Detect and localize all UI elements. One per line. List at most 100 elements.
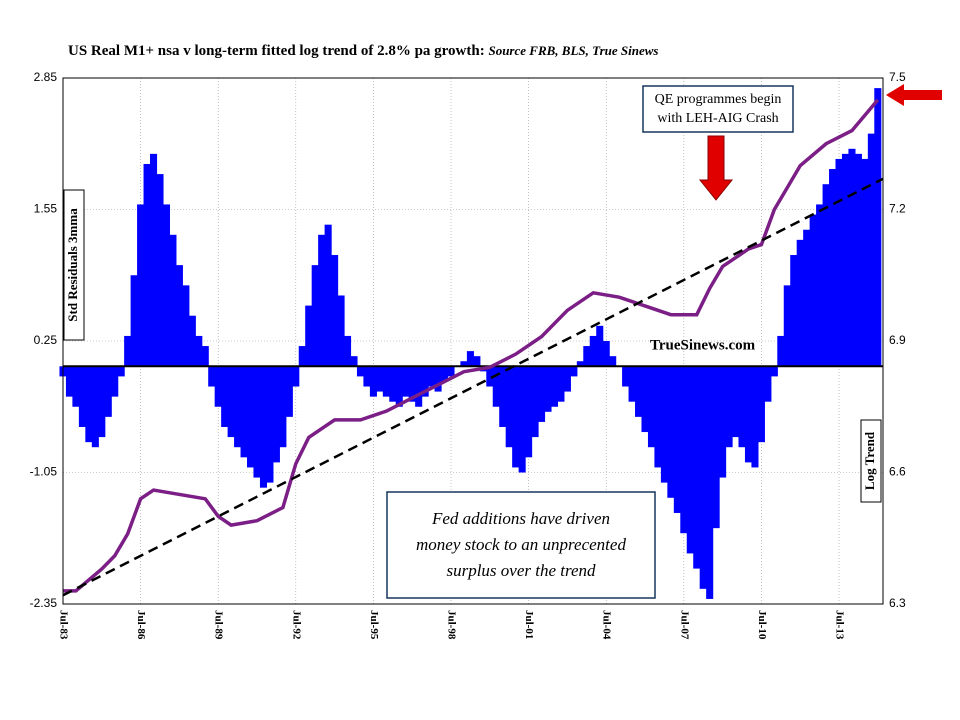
bar [428, 366, 436, 387]
bar [473, 356, 481, 367]
bar [790, 255, 798, 367]
x-tick-label: Jul-01 [523, 610, 535, 639]
bar [195, 335, 203, 367]
bar [686, 366, 694, 554]
bar [816, 204, 824, 367]
bar [104, 366, 112, 417]
bar [576, 361, 584, 367]
bar [725, 366, 733, 448]
bar [311, 265, 319, 367]
bar [499, 366, 507, 427]
bar [369, 366, 377, 397]
bar [550, 366, 559, 407]
bar [156, 174, 164, 367]
bar [292, 366, 300, 387]
bar [874, 88, 882, 367]
qe-note: QE programmes begin [655, 92, 782, 107]
bar [91, 366, 99, 448]
x-tick-label: Jul-92 [290, 610, 302, 640]
bar [867, 133, 875, 367]
bar [124, 335, 132, 367]
y-tick-label: -2.35 [30, 596, 58, 610]
bar [234, 366, 242, 448]
bar [531, 366, 539, 438]
bar [518, 366, 526, 473]
y-tick-label: 0.25 [34, 333, 58, 347]
x-tick-label: Jul-89 [213, 610, 225, 640]
bar [803, 229, 811, 367]
bar [298, 346, 306, 367]
bar [259, 366, 268, 488]
bar [188, 315, 196, 367]
bar [324, 224, 332, 367]
bar [356, 366, 365, 377]
bar [272, 366, 280, 463]
bar [512, 366, 520, 468]
bar [408, 366, 416, 402]
bar [117, 366, 125, 377]
bar [641, 366, 649, 433]
bar [757, 366, 765, 443]
fed-note: surplus over the trend [446, 561, 596, 580]
x-tick-label: Jul-86 [135, 610, 147, 640]
bar [78, 366, 86, 427]
line [63, 98, 880, 593]
bar [201, 346, 209, 367]
bar [137, 204, 145, 367]
bar [395, 366, 403, 407]
bar [111, 366, 119, 397]
bar [783, 285, 791, 367]
bar [596, 325, 604, 367]
bar [861, 158, 869, 367]
qe-note: with LEH-AIG Crash [657, 111, 778, 126]
bar [247, 366, 255, 468]
x-tick-label: Jul-83 [57, 610, 69, 640]
bar [182, 285, 190, 367]
bar [622, 366, 630, 387]
bar [609, 356, 617, 367]
bar [447, 366, 455, 377]
bar [434, 366, 442, 392]
bar [363, 366, 371, 387]
bar [796, 239, 804, 367]
x-tick-label: Jul-10 [756, 610, 768, 640]
x-tick-label: Jul-13 [833, 610, 845, 640]
fed-note: money stock to an unprecented [416, 535, 626, 554]
bar [279, 366, 287, 448]
y-tick-label: -1.05 [30, 465, 58, 479]
y2-tick-label: 6.9 [889, 333, 906, 347]
bar [822, 184, 830, 367]
bar [227, 366, 235, 438]
watermark: TrueSinews.com [650, 337, 756, 353]
plot [59, 77, 884, 605]
bar [421, 366, 429, 397]
qe-box [642, 85, 794, 133]
bar [732, 366, 740, 438]
bar [143, 163, 151, 367]
bar [854, 153, 862, 367]
bar [402, 366, 410, 397]
bar [331, 255, 339, 367]
bar [744, 366, 753, 463]
bar [706, 366, 714, 599]
x-tick-label: Jul-04 [601, 610, 613, 640]
bar [693, 366, 701, 569]
bar [208, 366, 216, 387]
y2-tick-label: 6.3 [889, 596, 906, 610]
bar [738, 366, 746, 448]
bar [751, 366, 759, 468]
bar [809, 214, 817, 367]
bar [65, 366, 74, 397]
fed-box [386, 491, 656, 599]
y-axis-label: Std Residuals 3mma [65, 208, 80, 322]
bar [764, 366, 772, 402]
y-label-box [63, 189, 85, 341]
bar [647, 366, 656, 448]
bar [628, 366, 636, 402]
bar [525, 366, 533, 458]
y-tick-label: 2.85 [34, 70, 58, 84]
bar [635, 366, 643, 417]
bar [344, 335, 352, 367]
bar [130, 275, 138, 367]
